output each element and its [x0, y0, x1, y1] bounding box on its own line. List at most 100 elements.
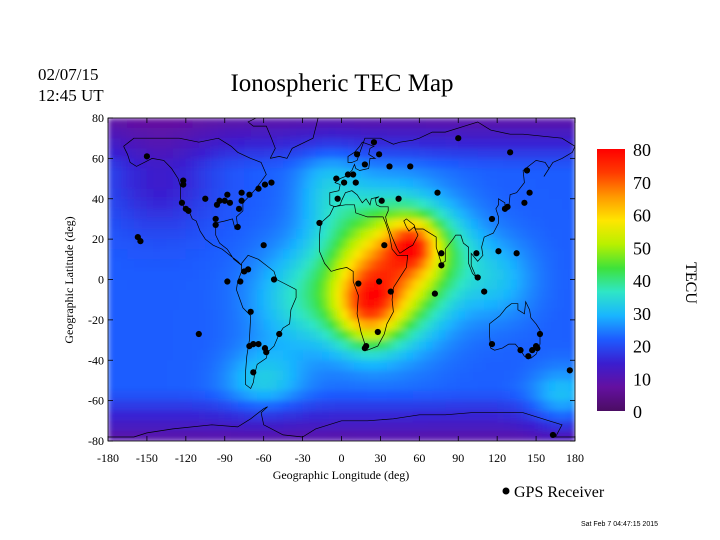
tec-cell: [425, 118, 433, 129]
tec-cell: [438, 360, 446, 371]
tec-cell: [380, 350, 388, 361]
tec-cell: [555, 128, 563, 139]
tec-cell: [432, 390, 440, 402]
tec-cell: [393, 168, 401, 180]
tec-cell: [179, 299, 187, 311]
tec-cell: [244, 329, 252, 341]
tec-cell: [464, 128, 472, 139]
tec-cell: [315, 138, 323, 149]
tec-cell: [568, 299, 575, 311]
tec-cell: [568, 128, 575, 139]
tec-cell: [172, 340, 180, 351]
tec-cell: [497, 168, 505, 180]
tec-cell: [367, 138, 375, 149]
tec-cell: [146, 430, 155, 441]
tec-cell: [523, 370, 531, 382]
tec-cell: [412, 188, 420, 200]
tec-cell: [276, 208, 284, 220]
colorbar-tick-label: 20: [633, 337, 651, 357]
tec-cell: [458, 128, 466, 139]
tec-cell: [562, 430, 570, 441]
tec-cell: [283, 410, 291, 422]
tec-cell: [497, 208, 505, 220]
tec-cell: [114, 420, 122, 432]
tec-cell: [484, 390, 492, 402]
tec-cell: [445, 188, 453, 200]
tec-cell: [549, 269, 557, 281]
tec-cell: [166, 319, 174, 331]
tec-cell: [108, 208, 116, 220]
tec-cell: [549, 188, 557, 200]
tec-cell: [328, 299, 336, 311]
tec-cell: [289, 380, 297, 392]
tec-cell: [114, 168, 122, 180]
tec-cell: [250, 420, 258, 432]
tec-cell: [302, 128, 310, 139]
tec-cell: [386, 420, 394, 432]
tec-cell: [198, 118, 206, 129]
tec-cell: [179, 249, 187, 260]
tec-cell: [393, 208, 401, 220]
tec-cell: [185, 329, 193, 341]
tec-cell: [438, 168, 446, 180]
tec-cell: [211, 279, 219, 291]
tec-cell: [484, 319, 492, 331]
tec-cell: [347, 299, 356, 311]
tec-cell: [244, 118, 252, 129]
tec-cell: [108, 390, 116, 402]
tec-cell: [451, 239, 459, 250]
tec-cell: [503, 299, 511, 311]
tec-cell: [484, 158, 492, 170]
tec-cell: [341, 128, 349, 139]
tec-cell: [477, 360, 485, 371]
tec-cell: [263, 269, 271, 281]
tec-cell: [516, 208, 524, 220]
tec-cell: [153, 269, 161, 281]
tec-cell: [451, 430, 459, 441]
tec-cell: [296, 198, 304, 210]
tec-cell: [153, 299, 161, 311]
tec-cell: [490, 208, 498, 220]
tec-cell: [536, 299, 544, 311]
tec-cell: [510, 138, 518, 149]
tec-cell: [296, 229, 304, 240]
tec-cell: [237, 118, 245, 129]
tec-cell: [536, 178, 544, 190]
tec-cell: [218, 178, 226, 190]
tec-cell: [205, 229, 213, 240]
tec-cell: [153, 400, 161, 412]
y-tick-label: 60: [92, 151, 104, 165]
tec-cell: [166, 360, 174, 371]
tec-cell: [237, 269, 245, 281]
tec-cell: [451, 178, 459, 190]
tec-cell: [490, 400, 498, 412]
tec-cell: [328, 138, 336, 149]
tec-cell: [276, 259, 284, 271]
tec-cell: [555, 208, 563, 220]
tec-cell: [425, 289, 433, 301]
tec-cell: [412, 329, 420, 341]
tec-cell: [367, 128, 375, 139]
tec-cell: [283, 269, 291, 281]
tec-cell: [140, 340, 148, 351]
tec-cell: [484, 360, 492, 371]
tec-cell: [542, 350, 550, 361]
y-tick-label: -60: [88, 394, 104, 408]
tec-cell: [503, 420, 511, 432]
tec-cell: [270, 208, 278, 220]
tec-cell: [159, 218, 167, 230]
tec-cell: [276, 218, 284, 230]
tec-cell: [270, 340, 278, 351]
tec-cell: [471, 380, 479, 392]
tec-cell: [497, 390, 505, 402]
tec-cell: [432, 178, 440, 190]
tec-cell: [380, 390, 388, 402]
tec-cell: [445, 329, 453, 341]
tec-cell: [510, 400, 518, 412]
tec-cell: [257, 279, 265, 291]
tec-cell: [335, 420, 343, 432]
tec-cell: [367, 218, 375, 230]
tec-cell: [237, 360, 245, 371]
tec-cell: [445, 118, 453, 129]
tec-cell: [406, 138, 414, 149]
